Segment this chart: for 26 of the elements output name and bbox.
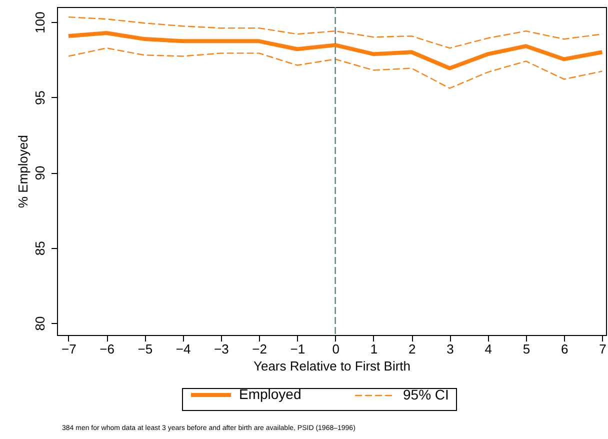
x-tick-label: −3	[214, 342, 229, 356]
x-tick-label: −5	[138, 342, 153, 356]
y-axis-title: % Employed	[16, 135, 30, 208]
x-tick-label: 2	[408, 342, 416, 356]
x-tick-label: −6	[100, 342, 114, 356]
legend-label: Employed	[239, 386, 302, 402]
x-tick-label: −7	[62, 342, 76, 356]
y-tick-label: 85	[32, 241, 48, 256]
y-tick-label: 90	[32, 166, 48, 180]
y-tick-label: 100	[32, 12, 48, 34]
x-tick-label: −2	[252, 342, 267, 356]
line-series	[66, 31, 604, 70]
y-tick-label: 95	[32, 90, 48, 106]
x-tick-label: −1	[290, 342, 306, 356]
x-tick-label: 3	[446, 342, 454, 356]
x-tick-label: 7	[599, 342, 606, 356]
x-tick-label: 4	[484, 342, 492, 356]
y-tick-label: 80	[32, 316, 48, 331]
x-tick-label: 6	[560, 342, 568, 356]
x-tick-label: 0	[332, 342, 340, 356]
line-series	[68, 47, 603, 89]
legend-label: 95% CI	[403, 386, 449, 402]
x-axis-title: Years Relative to First Birth	[253, 358, 411, 374]
x-tick-label: 1	[370, 342, 378, 356]
x-tick-label: 5	[522, 342, 530, 356]
x-tick-label: −4	[176, 342, 191, 356]
